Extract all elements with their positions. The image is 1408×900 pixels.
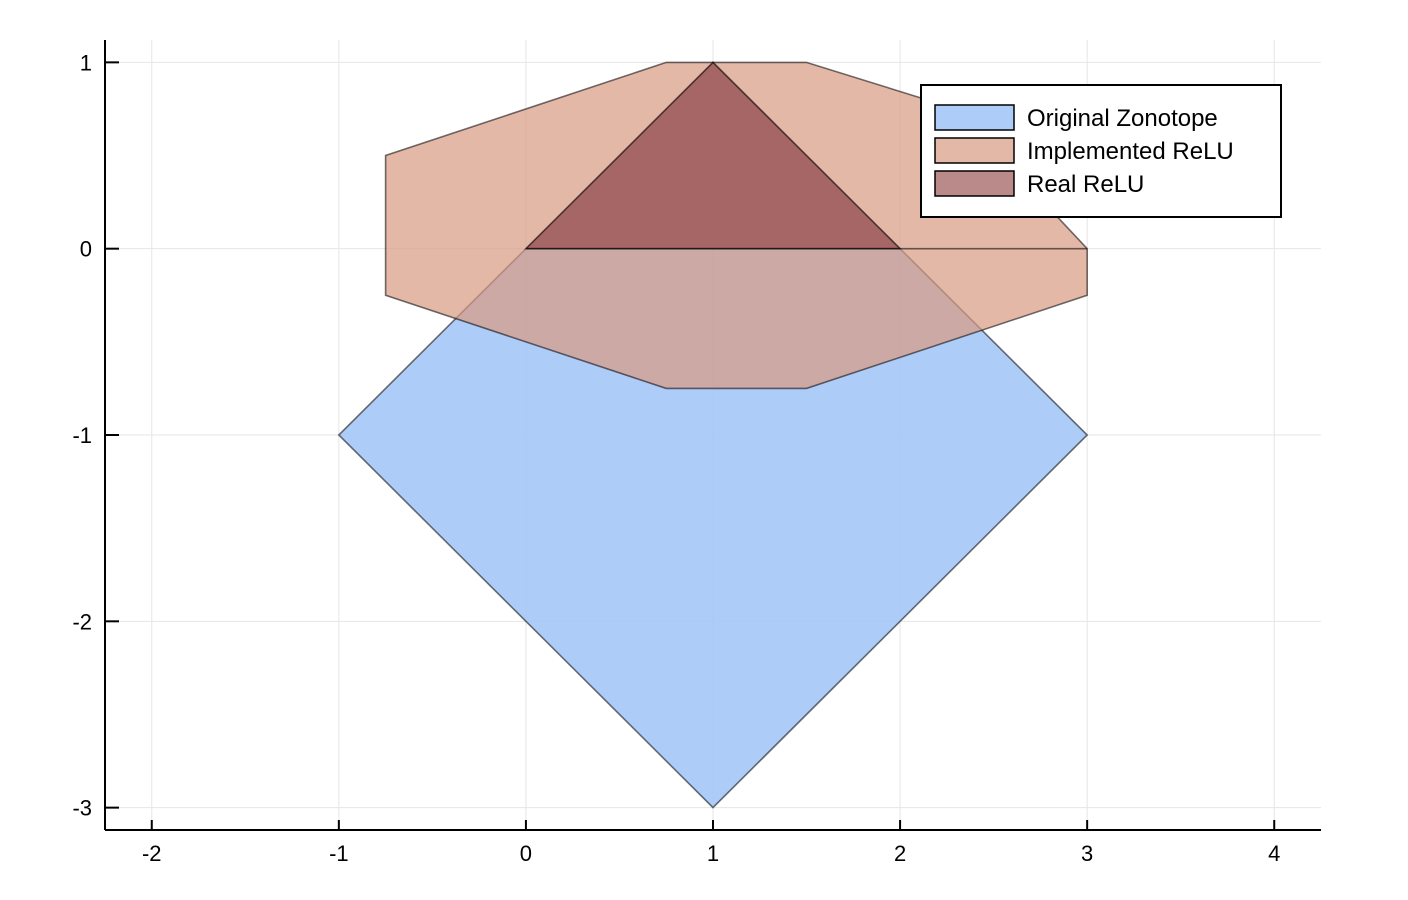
legend-label-2: Real ReLU [1027, 171, 1144, 198]
x-tick-label: 3 [1081, 841, 1093, 866]
y-tick-label: 1 [80, 50, 92, 75]
legend: Original Zonotope Implemented ReLU Real Re… [920, 84, 1282, 218]
legend-label-0: Original Zonotope [1027, 105, 1218, 132]
x-tick-label: -2 [142, 841, 162, 866]
x-tick-label: 2 [894, 841, 906, 866]
x-tick-label: 1 [707, 841, 719, 866]
y-tick-label: -2 [72, 609, 92, 634]
plot-area [337, 61, 1089, 809]
x-tick-label: 4 [1268, 841, 1280, 866]
x-tick-label: 0 [520, 841, 532, 866]
x-ticks: -2 -1 0 1 2 3 4 [142, 820, 1280, 866]
y-tick-label: 0 [80, 237, 92, 262]
legend-swatch-0 [934, 104, 1015, 131]
x-tick-label: -1 [329, 841, 349, 866]
y-tick-label: -3 [72, 796, 92, 821]
y-tick-label: -1 [72, 423, 92, 448]
legend-swatch-1 [934, 137, 1015, 164]
y-ticks: -3 -2 -1 0 1 [72, 50, 119, 821]
legend-swatch-2 [934, 170, 1015, 197]
legend-label-1: Implemented ReLU [1027, 138, 1234, 165]
